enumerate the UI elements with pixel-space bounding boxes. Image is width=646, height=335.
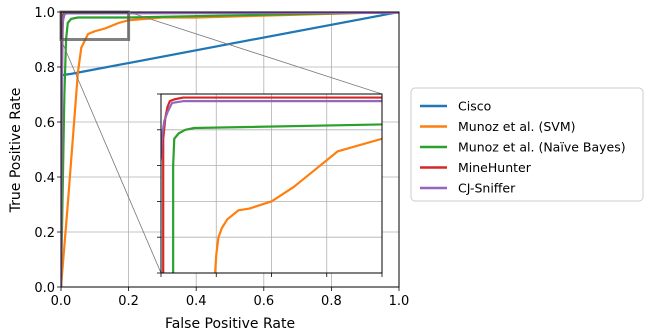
legend-label-2: Munoz et al. (Naïve Bayes) <box>458 140 626 155</box>
y-tick-label: 0.0 <box>34 281 55 296</box>
x-tick-label: 1.0 <box>389 294 410 309</box>
inset-series-line-2 <box>172 123 382 273</box>
inset-series-line-4 <box>161 100 382 166</box>
main-axis-ticks: 0.0 0.2 0.4 0.6 0.8 1.0 0.0 0.2 0.4 0.6 0.8 1.0 <box>34 6 409 309</box>
legend-box <box>410 87 644 202</box>
inset-series-line-3 <box>162 96 382 273</box>
legend-label-4: CJ-Sniffer <box>458 181 516 196</box>
legend: Cisco Munoz et al. (SVM) Munoz et al. (Naï… <box>410 87 644 202</box>
x-axis-label: False Positive Rate <box>165 316 295 332</box>
zoom-region-box <box>59 10 131 41</box>
y-tick-label: 0.4 <box>34 171 55 186</box>
x-tick-label: 0.2 <box>118 294 139 309</box>
zoom-connector-line <box>60 39 162 274</box>
x-tick-label: 0.4 <box>186 294 207 309</box>
main-plot-frame <box>60 11 400 288</box>
zoom-connector-line <box>128 11 383 95</box>
y-tick-label: 0.8 <box>34 61 55 76</box>
zoom-connectors <box>60 11 383 274</box>
x-tick-label: 0.6 <box>253 294 274 309</box>
series-line-2 <box>61 12 399 287</box>
y-tick-label: 0.6 <box>34 116 55 131</box>
inset-series-line-1 <box>214 137 382 273</box>
y-axis-label: True Positive Rate <box>8 88 24 214</box>
inset-series-lines <box>161 96 382 273</box>
inset-plot <box>157 93 383 277</box>
inset-axis-ticks <box>157 93 383 277</box>
y-tick-label: 0.2 <box>34 226 55 241</box>
legend-label-0: Cisco <box>458 99 491 114</box>
x-tick-label: 0.8 <box>321 294 342 309</box>
y-tick-label: 1.0 <box>34 6 55 21</box>
x-tick-label: 0.0 <box>51 294 72 309</box>
legend-label-3: MineHunter <box>458 160 532 175</box>
legend-label-1: Munoz et al. (SVM) <box>458 119 575 134</box>
